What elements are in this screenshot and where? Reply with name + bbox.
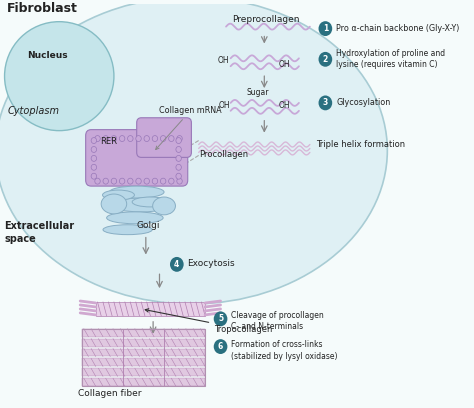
Circle shape (91, 164, 97, 170)
Ellipse shape (101, 194, 127, 214)
Text: 4: 4 (174, 260, 180, 269)
Circle shape (177, 178, 182, 184)
Circle shape (91, 173, 97, 179)
Ellipse shape (109, 198, 173, 212)
Circle shape (214, 339, 228, 354)
Text: 2: 2 (323, 55, 328, 64)
Ellipse shape (0, 0, 387, 304)
Circle shape (160, 135, 166, 142)
Circle shape (91, 146, 97, 153)
Bar (82, 339, 205, 346)
Text: Nucleus: Nucleus (27, 51, 68, 60)
Circle shape (319, 95, 332, 110)
Circle shape (91, 137, 97, 144)
Text: 6: 6 (218, 342, 223, 351)
Circle shape (128, 135, 133, 142)
FancyBboxPatch shape (137, 118, 191, 157)
FancyBboxPatch shape (96, 302, 205, 316)
Text: OH: OH (279, 101, 291, 110)
Circle shape (176, 164, 182, 170)
Circle shape (169, 178, 174, 184)
Circle shape (169, 135, 174, 142)
Ellipse shape (103, 225, 152, 235)
Circle shape (144, 135, 149, 142)
Circle shape (319, 52, 332, 67)
Bar (82, 378, 205, 386)
Circle shape (144, 178, 149, 184)
Circle shape (128, 178, 133, 184)
Text: Collagen fiber: Collagen fiber (78, 389, 141, 398)
Circle shape (95, 178, 100, 184)
Text: Extracellular
space: Extracellular space (5, 221, 75, 244)
Ellipse shape (107, 212, 163, 224)
Ellipse shape (153, 197, 175, 215)
Bar (82, 329, 205, 337)
Circle shape (176, 173, 182, 179)
Circle shape (176, 137, 182, 144)
Circle shape (177, 135, 182, 142)
Text: Tropocollagen: Tropocollagen (145, 309, 273, 334)
Circle shape (214, 311, 228, 326)
Circle shape (91, 155, 97, 161)
Text: Procollagen: Procollagen (199, 151, 248, 160)
Text: RER: RER (100, 137, 117, 146)
Text: Pro α-chain backbone (Gly-X-Y): Pro α-chain backbone (Gly-X-Y) (337, 24, 460, 33)
Bar (82, 359, 205, 366)
Circle shape (136, 178, 141, 184)
Bar (82, 368, 205, 376)
Text: OH: OH (279, 60, 291, 69)
Text: Golgi: Golgi (137, 221, 160, 230)
Text: Triple helix formation: Triple helix formation (316, 140, 405, 149)
Circle shape (152, 178, 158, 184)
Ellipse shape (132, 197, 169, 207)
Circle shape (160, 178, 166, 184)
Text: Exocytosis: Exocytosis (187, 259, 235, 268)
Text: 3: 3 (323, 98, 328, 107)
Bar (82, 348, 205, 357)
Text: Cleavage of procollagen
C- and N-terminals: Cleavage of procollagen C- and N-termina… (231, 311, 324, 331)
Text: Preprocollagen: Preprocollagen (232, 15, 300, 24)
Ellipse shape (102, 190, 135, 200)
Circle shape (111, 178, 117, 184)
Text: OH: OH (218, 56, 229, 65)
Text: Fibroblast: Fibroblast (7, 2, 78, 15)
Circle shape (95, 135, 100, 142)
FancyBboxPatch shape (86, 130, 188, 186)
Text: Hydroxylation of proline and
lysine (requires vitamin C): Hydroxylation of proline and lysine (req… (337, 49, 446, 69)
Circle shape (136, 135, 141, 142)
Circle shape (170, 257, 183, 272)
Text: 1: 1 (323, 24, 328, 33)
Text: Glycosylation: Glycosylation (337, 98, 391, 107)
Circle shape (111, 135, 117, 142)
Text: 5: 5 (218, 314, 223, 324)
Circle shape (176, 146, 182, 153)
Circle shape (176, 155, 182, 161)
Ellipse shape (5, 22, 114, 131)
Text: Cytoplasm: Cytoplasm (7, 106, 59, 116)
Circle shape (119, 135, 125, 142)
Circle shape (103, 178, 109, 184)
Circle shape (152, 135, 158, 142)
Text: Sugar: Sugar (246, 88, 269, 97)
Circle shape (119, 178, 125, 184)
Text: Collagen mRNA: Collagen mRNA (155, 106, 222, 150)
Text: OH: OH (219, 101, 230, 110)
Circle shape (319, 21, 332, 36)
Ellipse shape (109, 186, 164, 198)
Text: Formation of cross-links
(stabilized by lysyl oxidase): Formation of cross-links (stabilized by … (231, 341, 338, 361)
Bar (82, 329, 205, 386)
Circle shape (103, 135, 109, 142)
